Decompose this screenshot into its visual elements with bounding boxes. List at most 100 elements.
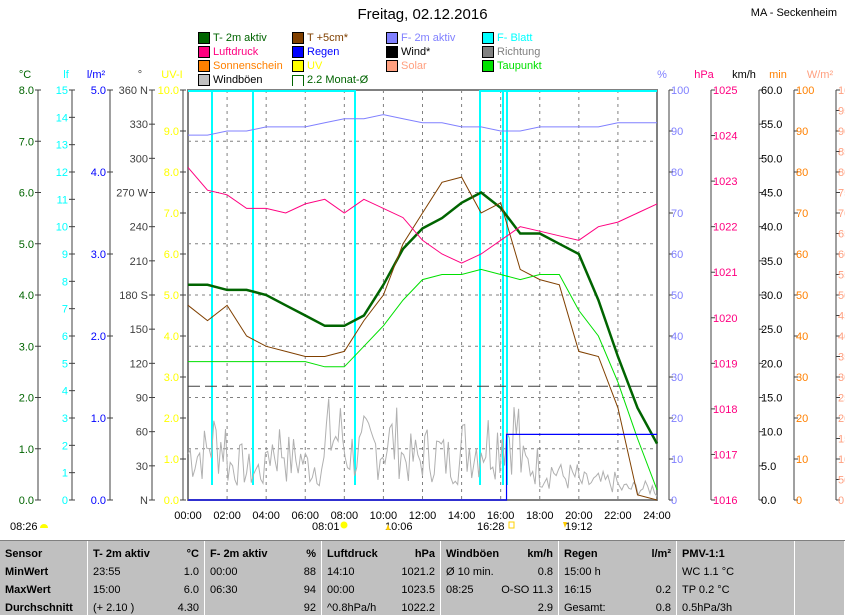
legend-item: Windböen [198,74,263,86]
axis-tick-label: 700 [838,208,845,220]
table-row: PMV-1:1 [682,545,789,563]
table-column: Sensor MinWert MaxWert Durchschnitt [0,541,88,615]
table-cell: 4.30 [177,602,199,614]
axis-tick-label: 25.0 [761,324,782,336]
axis-tick-label: 240 [130,222,148,234]
axis-tick-label: 5.0 [19,239,34,251]
table-cell: 15:00 [93,584,121,596]
chart-canvas: °C0.01.02.03.04.05.06.07.08.0lf012345678… [10,69,845,533]
legend-swatch [386,32,398,44]
axis-tick-label: 5 [62,358,68,370]
table-cell: (+ 2.10 ) [93,602,135,614]
axis-tick-label: 250 [838,393,845,405]
table-cell: 00:00 [327,584,355,596]
moon-down-icon [563,522,567,528]
axis-tick-label: 5.0 [91,85,106,97]
axis-tick-label: 70 [671,208,683,220]
x-tick-label: 10:00 [370,510,398,522]
legend-item: Solar [386,60,427,72]
axis-tick-label: 14 [56,112,68,124]
table-cell: Sensor [5,548,43,560]
axis-tick-label: 0 [838,495,844,507]
x-tick-label: 12:00 [409,510,437,522]
event-moon-down-label: 19:12 [565,521,593,533]
axis-tick-label: 330 [130,119,148,131]
series-f-2m-aktiv [188,114,657,136]
table-row: Durchschnitt [5,599,82,615]
axis-tick-label: 1021 [713,267,737,279]
axis-tick-label: 40 [671,331,683,343]
table-cell: PMV-1:1 [682,548,725,560]
legend-swatch [386,46,398,58]
axis-tick-label: 10.0 [761,427,782,439]
event-sunset-label: 16:28 [477,521,505,533]
legend-swatch [292,60,304,72]
axis-tick-label: 3.0 [19,341,34,353]
axis-tick-label: 180 S [119,290,148,302]
legend-swatch [292,32,304,44]
table-cell: Windböen [446,548,500,560]
legend-label: UV [307,60,323,72]
table-cell: Durchschnitt [5,602,73,614]
chart-title: Freitag, 02.12.2016 [357,6,488,23]
legend-swatch [292,74,304,86]
axis-tick-label: 2.0 [19,393,34,405]
axis-tick-label: 13 [56,140,68,152]
table-column-empty [795,541,845,615]
axis-unit-label: km/h [732,69,756,81]
legend-label: Wind* [401,46,431,58]
table-cell: 08:25 [446,584,474,596]
table-column: Windböen km/h Ø 10 min. 0.8 08:25 O-SO 11.3 2.… [441,541,559,615]
legend-item: Regen [292,46,339,58]
legend-label: F- 2m aktiv [401,32,456,44]
axis-tick-label: 6 [62,331,68,343]
x-tick-label: 00:00 [174,510,202,522]
axis-tick-label: 900 [838,126,845,138]
axis-tick-label: 4.0 [164,331,179,343]
legend-swatch [198,60,210,72]
table-cell: 0.8 [655,602,671,614]
axis-tick-label: 300 [130,153,148,165]
axis-tick-label: 50 [838,475,845,487]
table-cell: 0.5hPa/3h [682,602,733,614]
table-cell: Gesamt: [564,602,606,614]
legend-label: Taupunkt [497,60,542,72]
table-cell: 15:00 h [564,566,601,578]
table-column: F- 2m aktiv% 00:00 88 06:30 94 92 [205,541,322,615]
legend-label: Regen [307,46,340,58]
axis-tick-label: 70 [796,208,808,220]
legend-label: Luftdruck [213,46,259,58]
series-t-2m-aktiv [188,191,659,445]
axis-tick-label: 1.0 [164,454,179,466]
table-column: Luftdruck hPa 14:10 1021.2 00:00 1023.5 ^0.8hP… [322,541,441,615]
table-row: 00:00 1023.5 [327,581,435,599]
axis-tick-label: 450 [838,311,845,323]
axis-tick-label: 6.0 [19,188,34,200]
axis-tick-label: 1018 [713,404,737,416]
table-row: T- 2m aktiv °C [93,545,199,563]
axis-tick-label: 1025 [713,85,737,97]
axis-tick-label: 9 [62,249,68,261]
legend-swatch [482,60,494,72]
table-cell: MinWert [5,566,49,578]
station-name: MA - Seckenheim [750,7,837,19]
axis-tick-label: 10 [796,454,808,466]
table-row: MaxWert [5,581,82,599]
axis-tick-label: 4.0 [19,290,34,302]
axis-tick-label: 1.0 [91,413,106,425]
legend-label: Sonnenschein [213,60,283,72]
axis-unit-label: W/m² [807,69,834,81]
axis-tick-label: 55.0 [761,119,782,131]
axis-tick-label: 7.0 [19,136,34,148]
axis-tick-label: 4.0 [91,167,106,179]
table-cell: F- 2m aktiv [210,548,268,560]
axis-tick-label: 1017 [713,449,737,461]
table-row: 14:10 1021.2 [327,563,435,581]
axis-tick-label: 400 [838,331,845,343]
legend-item: F- Blatt [482,32,532,44]
axis-tick-label: 8 [62,276,68,288]
axis-tick-label: 2.0 [164,413,179,425]
axis-tick-label: 100 [671,85,689,97]
x-tick-label: 08:00 [331,510,359,522]
legend-label: Windböen [213,74,263,86]
